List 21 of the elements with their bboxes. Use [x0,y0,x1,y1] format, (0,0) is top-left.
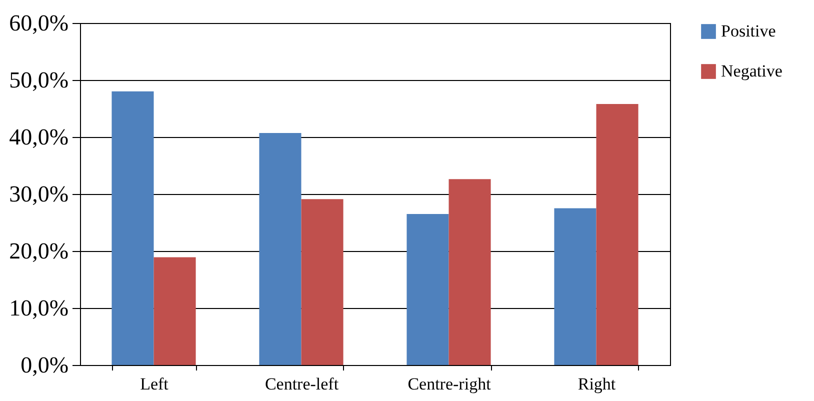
bar [448,179,491,365]
y-tick-label: 0,0% [20,352,68,378]
y-tick-label: 20,0% [9,238,68,264]
legend-label: Positive [721,22,776,40]
bar [112,91,154,365]
bar [554,208,596,365]
bar [406,214,449,365]
y-tick-label: 50,0% [9,68,68,92]
bar [259,133,302,365]
legend-label: Negative [721,62,782,80]
x-tick-label: Left [140,374,169,394]
x-tick-label: Centre-right [408,374,492,394]
y-tick-label: 30,0% [9,182,68,206]
bar [301,199,344,365]
x-tick-label: Centre-left [264,374,339,394]
bar [596,104,638,365]
y-tick-label: 10,0% [9,296,68,320]
bar [154,257,196,365]
y-tick-label: 60,0% [9,10,68,36]
y-tick-label: 40,0% [9,124,68,150]
x-tick-label: Right [578,374,616,394]
